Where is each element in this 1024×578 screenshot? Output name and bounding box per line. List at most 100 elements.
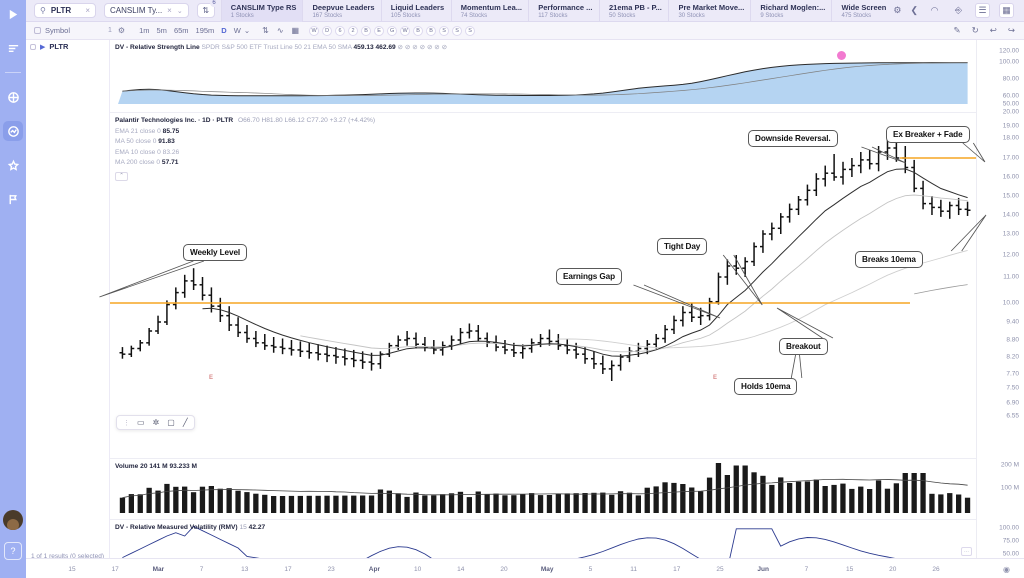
row-checkbox[interactable] (30, 43, 36, 50)
watchlist-tab[interactable]: Liquid Leaders 105 Stocks (380, 0, 451, 22)
timeframe-65m[interactable]: 65m (173, 26, 189, 35)
timeframe-chevron-icon[interactable]: ⌄ (243, 26, 251, 35)
search-input[interactable]: ⚲ PLTR × (34, 3, 96, 18)
volume-bar (155, 490, 161, 513)
candle-bar (297, 341, 304, 357)
indicator-pill[interactable]: 2 (348, 25, 359, 36)
row-symbol[interactable]: PLTR (49, 42, 69, 51)
timeframe-W[interactable]: W (233, 26, 241, 35)
reset-zoom-icon[interactable]: ◉ (1003, 565, 1010, 574)
watchlist-tab[interactable]: Momentum Lea... 74 Stocks (450, 0, 529, 22)
callout-tool-icon[interactable]: ▢ (167, 418, 175, 427)
candle-type-icon[interactable]: ⇅ (262, 26, 269, 35)
refresh-icon[interactable]: ↻ (971, 25, 979, 35)
indicator-pill[interactable]: B (426, 25, 437, 36)
watchlist-tab[interactable]: Richard Moglen:... 9 Stocks (750, 0, 831, 22)
watchlist-tab[interactable]: Deepvue Leaders 167 Stocks (302, 0, 380, 22)
indicator-legend-item[interactable]: EMA 10 close 0 83.26 (115, 148, 375, 159)
watchlist-tab[interactable]: Performance ... 117 Stocks (528, 0, 599, 22)
date-axis[interactable]: ◉ 15 17 Mar 7 13 17 23 Apr 10 14 20 May 5 11 17 25 Jun 7 1… (26, 558, 1024, 578)
chevron-down-icon[interactable]: ⌄ (176, 7, 183, 15)
watchlist-tab[interactable]: CANSLIM Type RS 1 Stocks (220, 0, 303, 22)
measure-tool-icon[interactable]: ✲ (152, 418, 160, 427)
chart-annotation-callout[interactable]: Ex Breaker + Fade (886, 126, 970, 143)
search-clear-icon[interactable]: × (85, 6, 90, 15)
indicator-pill[interactable]: S (452, 25, 463, 36)
candle-bar (457, 328, 464, 345)
indicator-legend-value: 91.83 (158, 138, 175, 145)
star-icon[interactable] (3, 155, 23, 175)
indicator-legend-item[interactable]: EMA 21 close 0 85.75 (115, 127, 375, 138)
indicator-pill[interactable]: S (465, 25, 476, 36)
timeframe-1m[interactable]: 1m (139, 26, 150, 35)
globe-icon[interactable] (3, 87, 23, 107)
collapse-legend-button[interactable]: ⌃ (115, 171, 128, 181)
share-icon[interactable]: ❮ (910, 5, 918, 15)
list-icon[interactable] (3, 38, 23, 58)
row-play-icon[interactable]: ▶ (40, 43, 46, 51)
chart-annotation-callout[interactable]: Breakout (779, 338, 828, 355)
volume-bar (244, 492, 250, 513)
rectangle-tool-icon[interactable]: ▭ (137, 418, 145, 427)
indicator-pill[interactable]: S (439, 25, 450, 36)
earnings-marker-1[interactable]: E (209, 375, 214, 381)
chart-annotation-callout[interactable]: Earnings Gap (556, 268, 623, 285)
rs-eye-icons[interactable]: ⊘ ⊘ ⊘ ⊘ ⊘ ⊘ ⊘ (397, 44, 448, 51)
drag-handle[interactable]: ⋮ (123, 419, 130, 427)
watchlist-tab[interactable]: Pre Market Move... 30 Stocks (668, 0, 750, 22)
indicator-pill[interactable]: G (387, 25, 398, 36)
watchlist-select[interactable]: CANSLIM Ty... × ⌄ (104, 3, 189, 18)
chart-annotation-callout[interactable]: Weekly Level (183, 244, 248, 261)
timeframe-5m[interactable]: 5m (156, 26, 167, 35)
indicator-legend-item[interactable]: MA 200 close 0 57.71 (115, 158, 375, 169)
layout-icon[interactable]: ▦ (291, 26, 300, 35)
indicator-pill[interactable]: B (361, 25, 372, 36)
undo-icon[interactable]: ↩ (989, 25, 997, 35)
pencil-icon[interactable]: ✎ (953, 25, 961, 35)
volume-bar (333, 495, 339, 513)
watchlist-clear-icon[interactable]: × (167, 6, 172, 15)
indicator-pill[interactable]: W (400, 25, 411, 36)
candle-bar (608, 360, 615, 381)
indicator-legend-item[interactable]: MA 50 close 0 91.83 (115, 137, 375, 148)
candle-bar (840, 161, 846, 185)
chart-annotation-callout[interactable]: Breaks 10ema (855, 251, 923, 268)
watchlist-tab[interactable]: Wide Screen 475 Stocks (831, 0, 893, 22)
earnings-marker-2[interactable]: E (713, 375, 718, 381)
indicator-pill[interactable]: B (413, 25, 424, 36)
indicator-pill[interactable]: D (322, 25, 333, 36)
indicator-pill[interactable]: 6 (335, 25, 346, 36)
chart-plot[interactable]: DV - Relative Strength Line SPDR S&P 500… (99, 40, 1024, 578)
logo-play-icon[interactable] (3, 4, 23, 24)
chart-annotation-callout[interactable]: Downside Reversal. (748, 130, 838, 147)
timeframe-195m[interactable]: 195m (195, 26, 215, 35)
draw-toolbar[interactable]: ⋮ ▭ ✲ ▢ ╱ (116, 415, 195, 430)
chart-view-icon[interactable]: ◠ (930, 5, 939, 15)
price-axis[interactable]: 120.00 100.00 80.00 60.00 50.00 20.00 19.00 18.… (976, 40, 1024, 578)
chart-scan-icon[interactable] (3, 121, 23, 141)
select-all-checkbox[interactable] (34, 27, 41, 34)
trendline-tool-icon[interactable]: ╱ (182, 418, 188, 427)
help-icon[interactable]: ? (4, 542, 22, 560)
timeframe-D[interactable]: D (221, 26, 227, 35)
candle-bar (564, 338, 571, 355)
chart-annotation-callout[interactable]: Holds 10ema (734, 378, 798, 395)
avatar[interactable] (3, 510, 23, 530)
indicator-icon[interactable]: ∿ (276, 26, 284, 35)
price-axis-tick: 80.00 (1002, 75, 1019, 83)
indicator-pill[interactable]: W (309, 25, 320, 36)
chart-settings-mini-button[interactable]: ⋯ (961, 547, 972, 556)
redo-icon[interactable]: ↪ (1007, 25, 1015, 35)
person-icon[interactable]: ⎆ (954, 5, 963, 15)
grid-view-icon[interactable]: ▦ (999, 3, 1014, 18)
pink-marker-dot[interactable] (837, 51, 846, 60)
list-view-icon[interactable]: ☰ (975, 3, 990, 18)
sort-button[interactable]: ⇅ 6 (196, 0, 218, 18)
watchlist-tab[interactable]: 21ema PB - P... 50 Stocks (599, 0, 668, 22)
flag-icon[interactable] (3, 189, 23, 209)
indicator-pill[interactable]: E (374, 25, 385, 36)
gear-icon[interactable]: ⚙ (117, 26, 126, 35)
chart-annotation-callout[interactable]: Tight Day (657, 238, 708, 255)
candle-bar (688, 303, 695, 322)
settings-sliders-icon[interactable]: ⚙ (893, 5, 902, 15)
